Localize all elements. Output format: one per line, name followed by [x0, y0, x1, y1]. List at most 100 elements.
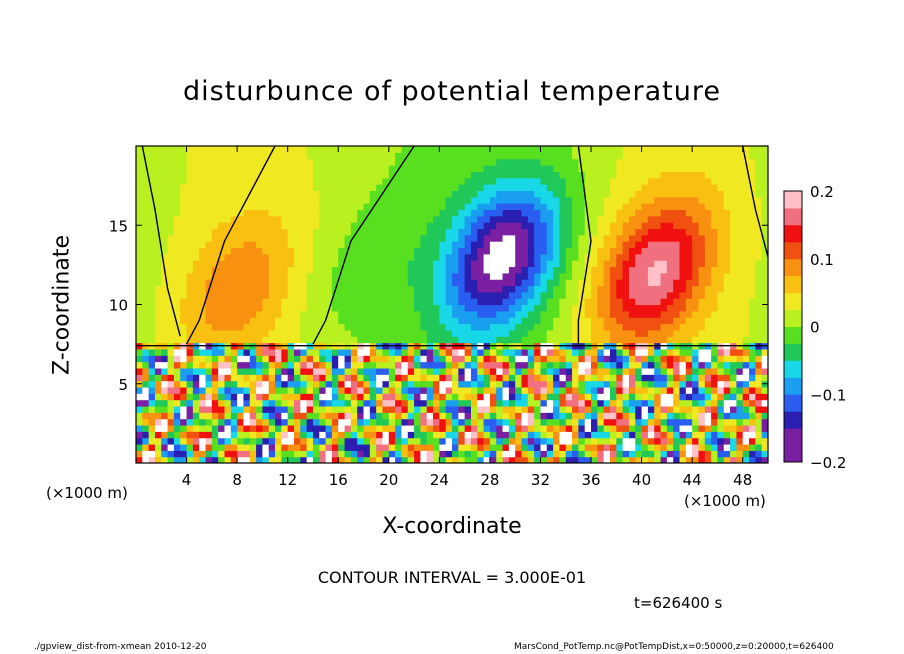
heatmap-cell: [742, 260, 750, 268]
heatmap-cell: [445, 367, 453, 375]
heatmap-cell: [199, 241, 207, 249]
heatmap-cell: [572, 367, 579, 375]
heatmap-cell: [420, 158, 428, 166]
heatmap-cell: [325, 158, 333, 166]
heatmap-cell: [565, 405, 573, 413]
heatmap-cell: [186, 323, 194, 331]
heatmap-cell: [610, 228, 617, 236]
heatmap-cell: [363, 158, 371, 166]
heatmap-cell: [420, 393, 428, 401]
heatmap-cell: [477, 266, 485, 274]
heatmap-cell: [521, 171, 529, 179]
heatmap-cell: [262, 329, 270, 337]
heatmap-cell: [395, 450, 403, 458]
heatmap-cell: [249, 247, 257, 255]
heatmap-cell: [527, 393, 535, 401]
heatmap-cell: [483, 443, 491, 451]
heatmap-cell: [243, 412, 251, 420]
heatmap-cell: [534, 456, 542, 463]
heatmap-cell: [483, 203, 491, 210]
heatmap-cell: [306, 374, 314, 382]
heatmap-cell: [148, 405, 156, 413]
heatmap-cell: [414, 177, 421, 185]
heatmap-cell: [527, 260, 535, 268]
heatmap-cell: [218, 234, 226, 242]
heatmap-cell: [515, 298, 523, 306]
heatmap-cell: [294, 317, 301, 325]
heatmap-cell: [154, 348, 162, 356]
heatmap-cell: [685, 279, 693, 287]
heatmap-cell: [161, 412, 169, 420]
heatmap-cell: [224, 228, 232, 236]
heatmap-cell: [692, 405, 700, 413]
heatmap-cell: [199, 177, 207, 185]
heatmap-cell: [673, 272, 681, 280]
heatmap-cell: [540, 165, 548, 172]
heatmap-cell: [319, 228, 327, 236]
heatmap-cell: [357, 393, 365, 401]
heatmap-cell: [679, 298, 687, 306]
heatmap-cell: [294, 234, 301, 242]
heatmap-cell: [515, 165, 523, 172]
heatmap-cell: [559, 253, 567, 261]
heatmap-cell: [635, 184, 643, 191]
heatmap-cell: [761, 450, 768, 458]
heatmap-cell: [369, 310, 377, 318]
heatmap-cell: [502, 209, 510, 217]
heatmap-cell: [458, 158, 466, 166]
heatmap-cell: [502, 228, 510, 236]
heatmap-cell: [647, 310, 655, 318]
heatmap-cell: [477, 203, 485, 210]
heatmap-cell: [546, 380, 554, 388]
heatmap-cell: [591, 234, 598, 242]
heatmap-cell: [749, 323, 756, 331]
heatmap-cell: [237, 456, 245, 463]
heatmap-cell: [534, 222, 542, 230]
heatmap-cell: [578, 260, 586, 268]
heatmap-cell: [300, 146, 308, 153]
heatmap-cell: [407, 424, 415, 432]
heatmap-cell: [306, 260, 314, 268]
heatmap-cell: [546, 184, 554, 191]
heatmap-cell: [445, 361, 453, 369]
heatmap-cell: [173, 336, 181, 344]
heatmap-cell: [502, 247, 510, 255]
heatmap-cell: [142, 380, 150, 388]
heatmap-cell: [338, 215, 346, 223]
heatmap-cell: [591, 222, 598, 230]
heatmap-cell: [534, 184, 542, 191]
heatmap-cell: [673, 253, 681, 261]
heatmap-cell: [749, 158, 756, 166]
heatmap-cell: [508, 418, 516, 426]
heatmap-cell: [717, 298, 725, 306]
heatmap-cell: [452, 304, 459, 312]
heatmap-cell: [338, 418, 346, 426]
heatmap-cell: [426, 215, 434, 223]
heatmap-cell: [578, 412, 586, 420]
heatmap-cell: [312, 203, 320, 210]
heatmap-cell: [192, 222, 200, 230]
heatmap-cell: [692, 272, 700, 280]
heatmap-cell: [546, 260, 554, 268]
heatmap-cell: [154, 241, 162, 249]
heatmap-cell: [572, 317, 579, 325]
heatmap-cell: [262, 310, 270, 318]
heatmap-cell: [685, 374, 693, 382]
heatmap-cell: [319, 412, 327, 420]
heatmap-cell: [218, 412, 226, 420]
heatmap-cell: [673, 291, 681, 299]
heatmap-cell: [559, 247, 567, 255]
heatmap-cell: [546, 456, 554, 463]
heatmap-cell: [350, 285, 358, 293]
heatmap-cell: [610, 184, 617, 191]
heatmap-cell: [439, 399, 447, 407]
heatmap-cell: [685, 450, 693, 458]
heatmap-cell: [344, 424, 352, 432]
heatmap-cell: [395, 336, 403, 344]
heatmap-cell: [572, 374, 579, 382]
heatmap-cell: [325, 146, 333, 153]
heatmap-cell: [546, 418, 554, 426]
heatmap-cell: [711, 317, 719, 325]
heatmap-cell: [382, 393, 390, 401]
heatmap-cell: [742, 298, 750, 306]
